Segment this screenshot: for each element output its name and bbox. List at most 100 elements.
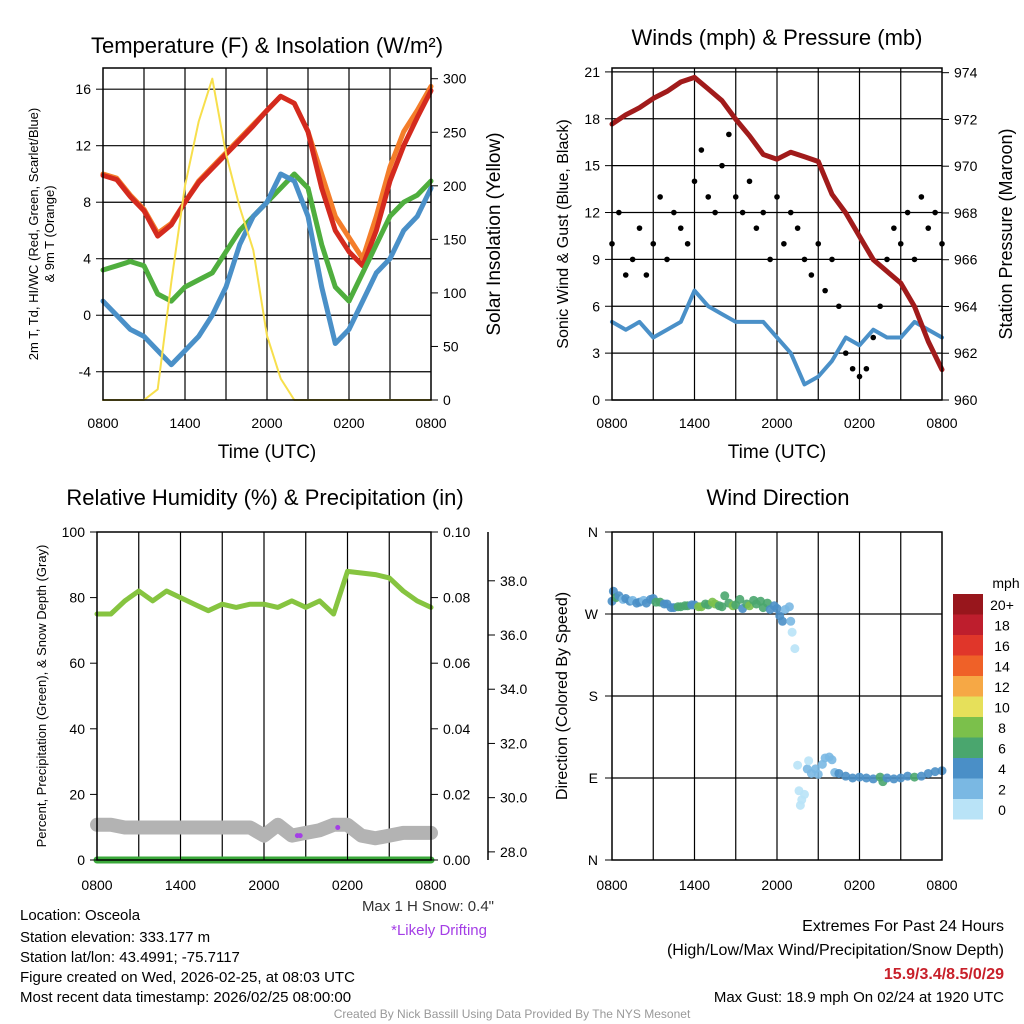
right-y-tick-label: 974 (954, 65, 978, 81)
gust-point (705, 194, 712, 200)
x-tick-label: 0800 (415, 415, 446, 431)
legend-label: 18 (994, 618, 1010, 634)
x-tick-label: 1400 (679, 415, 710, 431)
x-tick-label: 0200 (332, 877, 363, 893)
gust-point (822, 287, 828, 294)
chart-title: Wind Direction (706, 485, 849, 510)
windchill-line (100, 171, 434, 368)
right-y-tick-label: 964 (954, 298, 978, 314)
gust-point (918, 194, 925, 200)
legend-label: 6 (998, 741, 1006, 757)
snow-depth-tick-label: 28.0 (500, 844, 527, 860)
y-axis-label: Percent, Precipitation (Green), & Snow D… (34, 545, 49, 848)
legend-swatch (953, 696, 983, 717)
left-y-tick-label: 12 (75, 138, 91, 154)
gust-point (726, 131, 732, 138)
wind-direction-point (896, 773, 906, 783)
wind-direction-point (848, 773, 858, 783)
left-y-tick-label: 9 (592, 251, 600, 267)
y-axis-label: Sonic Wind & Gust (Blue, Black) (555, 119, 572, 348)
x-axis-label: Time (UTC) (728, 442, 827, 463)
gust-point (739, 209, 746, 216)
gust-point (829, 256, 835, 263)
x-axis-label: Time (UTC) (218, 442, 317, 463)
right-y-tick-label: 972 (954, 111, 978, 127)
credit-text: Created By Nick Bassill Using Data Provi… (333, 1007, 691, 1021)
left-y-tick-label: 21 (584, 64, 600, 80)
left-y-tick-label: 80 (69, 590, 85, 606)
drifting-snow-point (335, 824, 341, 830)
left-y-tick-label: 60 (69, 655, 85, 671)
max-snow-label: Max 1 H Snow: 0.4" (361, 898, 494, 915)
wind-direction-point (923, 768, 933, 778)
sonic-wind-line (610, 288, 944, 387)
left-y-tick-label: 0 (83, 307, 91, 323)
legend-label: 8 (998, 720, 1006, 736)
left-y-tick-label: 0 (592, 392, 600, 408)
left-y-tick-label: 6 (592, 298, 600, 314)
wind-direction-point (735, 594, 745, 604)
legend-swatch (953, 717, 983, 738)
wind-direction-point (855, 772, 864, 782)
wind-direction-point (930, 767, 940, 777)
elevation-text: Station elevation: 333.177 m (20, 929, 211, 946)
gust-point (925, 225, 932, 231)
gust-point (932, 209, 938, 216)
gust-point (794, 225, 801, 231)
x-tick-label: 0800 (81, 877, 112, 893)
snow-depth-line (90, 817, 438, 846)
left-y-tick-label: 0 (77, 852, 85, 868)
gust-point (684, 240, 691, 247)
right-y-tick-label: 970 (954, 158, 978, 174)
gust-point (891, 225, 897, 231)
gust-point (787, 209, 794, 216)
drifting-snow-point (297, 833, 303, 839)
2m-temperature-line (100, 88, 434, 269)
x-tick-label: 2000 (761, 877, 792, 893)
snow-depth-tick-label: 32.0 (500, 735, 527, 751)
left-y-tick-label: -4 (79, 364, 92, 380)
gust-point (815, 240, 822, 247)
left-y-tick-label: 16 (75, 81, 91, 97)
wind-direction-point (916, 771, 926, 781)
left-y-tick-label: 20 (69, 786, 85, 802)
gust-point (698, 147, 705, 153)
wind-direction-point (784, 602, 794, 612)
x-tick-label: 1400 (679, 877, 710, 893)
chart-title: Winds (mph) & Pressure (mb) (632, 25, 923, 50)
wind-direction-point (804, 756, 814, 766)
gust-point (719, 162, 725, 169)
x-tick-label: 2000 (761, 415, 792, 431)
wind-direction-point (793, 760, 803, 770)
gust-point (836, 303, 842, 310)
y-axis-label: Direction (Colored By Speed) (554, 592, 571, 800)
wind-direction-point (827, 755, 837, 765)
gust-point (664, 256, 670, 263)
snow-depth-tick-label: 34.0 (500, 681, 527, 697)
gust-point (767, 256, 773, 263)
gust-point (849, 365, 856, 372)
x-tick-label: 0800 (926, 415, 957, 431)
gust-point (622, 272, 629, 278)
gust-point (677, 225, 684, 231)
wind-direction-point (910, 772, 919, 782)
x-tick-label: 1400 (165, 877, 196, 893)
right-y-tick-label: 100 (443, 285, 467, 301)
right-y-tick-label: 0.00 (443, 852, 470, 868)
gust-point (863, 365, 870, 372)
legend-label: 2 (998, 782, 1006, 798)
right-y-tick-label: 968 (954, 205, 978, 221)
left-y-tick-label: 15 (584, 158, 600, 174)
legend-swatch (953, 614, 983, 635)
direction-tick-label: E (589, 770, 598, 786)
legend-label: 20+ (990, 597, 1014, 613)
x-tick-label: 0200 (844, 415, 875, 431)
left-y-tick-label: 18 (584, 111, 600, 127)
legend-swatch (953, 799, 983, 820)
legend-label: 12 (994, 679, 1010, 695)
gust-point (691, 178, 698, 185)
wind-direction-point (813, 769, 823, 779)
relative-humidity-line (94, 568, 434, 617)
legend-label: 0 (998, 802, 1006, 818)
right-y-tick-label: 200 (443, 178, 467, 194)
